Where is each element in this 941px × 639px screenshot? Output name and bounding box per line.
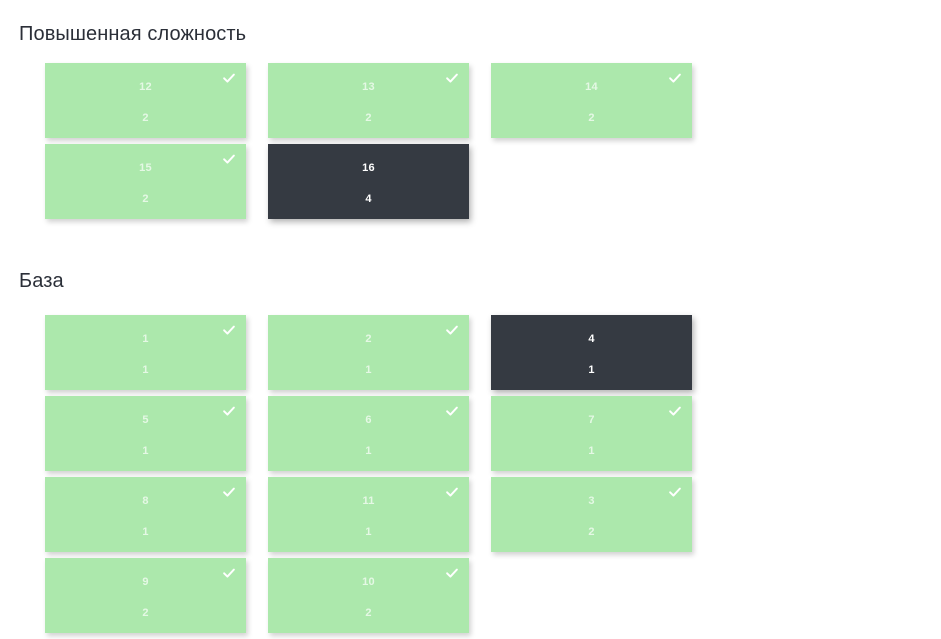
task-card-15[interactable]: 15 2 (45, 144, 246, 219)
task-card-number: 10 (362, 576, 375, 588)
task-card-number: 13 (362, 81, 375, 93)
check-icon (668, 485, 682, 499)
task-card-number: 9 (142, 576, 149, 588)
check-icon (222, 71, 236, 85)
task-card-points: 1 (588, 445, 595, 457)
task-card-number: 16 (362, 162, 375, 174)
task-card-slot: 14 2 (491, 63, 714, 144)
check-icon (445, 323, 459, 337)
task-card-slot: 16 4 (268, 144, 491, 225)
task-card-number: 3 (588, 495, 595, 507)
section-title-base: База (19, 270, 64, 292)
check-icon (445, 404, 459, 418)
task-card-points: 1 (142, 445, 149, 457)
task-card-13[interactable]: 13 2 (268, 63, 469, 138)
task-card-points: 1 (365, 364, 372, 376)
task-card-points: 2 (142, 112, 149, 124)
task-card-points: 1 (142, 364, 149, 376)
task-card-number: 5 (142, 414, 149, 426)
task-card-number: 7 (588, 414, 595, 426)
section-title-advanced: Повышенная сложность (19, 23, 247, 45)
task-card-number: 2 (365, 333, 372, 345)
task-card-10[interactable]: 10 2 (268, 558, 469, 633)
task-card-points: 1 (365, 445, 372, 457)
task-card-number: 4 (588, 333, 595, 345)
task-card-slot: 12 2 (45, 63, 268, 144)
task-card-points: 2 (588, 526, 595, 538)
task-card-12[interactable]: 12 2 (45, 63, 246, 138)
task-card-points: 4 (365, 193, 372, 205)
task-card-points: 1 (142, 526, 149, 538)
check-icon (445, 485, 459, 499)
task-card-11[interactable]: 11 1 (268, 477, 469, 552)
task-card-14[interactable]: 14 2 (491, 63, 692, 138)
task-card-number: 14 (585, 81, 598, 93)
task-board: Повышенная сложность 12 2 13 2 14 2 15 2 16 4 Баз… (19, 23, 935, 633)
task-card-points: 2 (588, 112, 595, 124)
task-card-slot: 15 2 (45, 144, 268, 225)
check-icon (222, 485, 236, 499)
check-icon (222, 323, 236, 337)
task-card-16[interactable]: 16 4 (268, 144, 469, 219)
task-card-number: 6 (365, 414, 372, 426)
task-card-points: 1 (588, 364, 595, 376)
task-card-slot: 10 2 (268, 558, 491, 639)
task-card-points: 2 (365, 607, 372, 619)
task-card-slot: 13 2 (268, 63, 491, 144)
check-icon (668, 404, 682, 418)
check-icon (445, 566, 459, 580)
task-grid-base: 1 1 2 1 4 1 5 1 6 1 7 1 8 1 11 1 3 2 9 2 10 2 (45, 315, 935, 639)
task-card-points: 2 (365, 112, 372, 124)
task-card-slot: 11 1 (268, 477, 491, 558)
check-icon (222, 404, 236, 418)
check-icon (222, 152, 236, 166)
task-card-number: 15 (139, 162, 152, 174)
task-card-number: 1 (142, 333, 149, 345)
task-card-number: 12 (139, 81, 152, 93)
task-card-number: 8 (142, 495, 149, 507)
check-icon (668, 71, 682, 85)
task-grid-advanced: 12 2 13 2 14 2 15 2 16 4 (45, 63, 935, 225)
task-card-points: 2 (142, 193, 149, 205)
check-icon (445, 71, 459, 85)
check-icon (222, 566, 236, 580)
task-card-number: 11 (362, 495, 375, 507)
task-card-points: 1 (365, 526, 372, 538)
task-card-points: 2 (142, 607, 149, 619)
